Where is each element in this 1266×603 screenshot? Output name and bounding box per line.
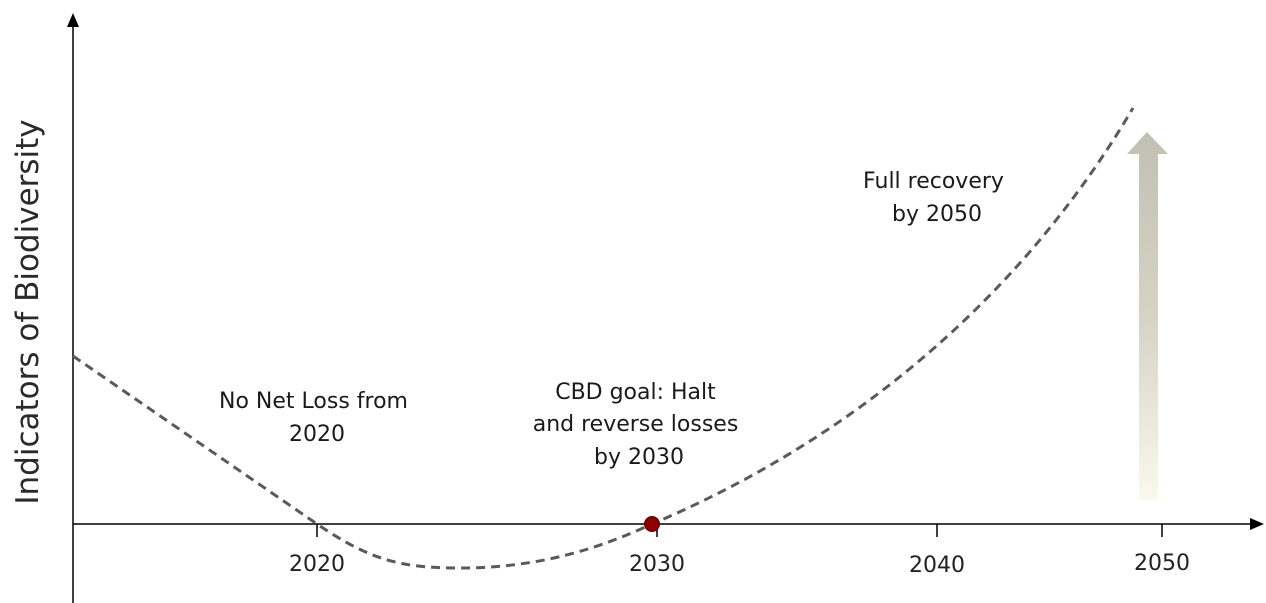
x-tick-label-2050: 2050 <box>1134 551 1190 576</box>
annotation-line: and reverse losses <box>533 412 739 437</box>
annotation-line: by 2050 <box>892 202 982 227</box>
annotation-line: CBD goal: Halt <box>555 380 716 405</box>
annotation-line: Full recovery <box>863 169 1004 194</box>
biodiversity-trajectory-curve <box>72 107 1135 570</box>
annotation-full-recovery: Full recovery by 2050 <box>863 169 1011 227</box>
x-axis-arrowhead <box>1250 518 1264 530</box>
x-tick-label-2020: 2020 <box>289 552 345 577</box>
annotation-line: No Net Loss from <box>219 389 408 414</box>
recovery-arrow <box>1127 132 1168 500</box>
annotation-line: by 2030 <box>594 445 684 470</box>
x-tick-label-2040: 2040 <box>909 553 965 578</box>
annotation-line: 2020 <box>289 422 345 447</box>
annotation-no-net-loss: No Net Loss from 2020 <box>219 389 415 447</box>
y-axis-label: Indicators of Biodiversity <box>10 119 46 504</box>
annotation-cbd-goal: CBD goal: Halt and reverse losses by 203… <box>533 380 746 470</box>
x-tick-label-2030: 2030 <box>629 552 685 577</box>
y-axis-arrowhead <box>67 13 79 27</box>
milestone-2030-marker <box>644 516 660 532</box>
